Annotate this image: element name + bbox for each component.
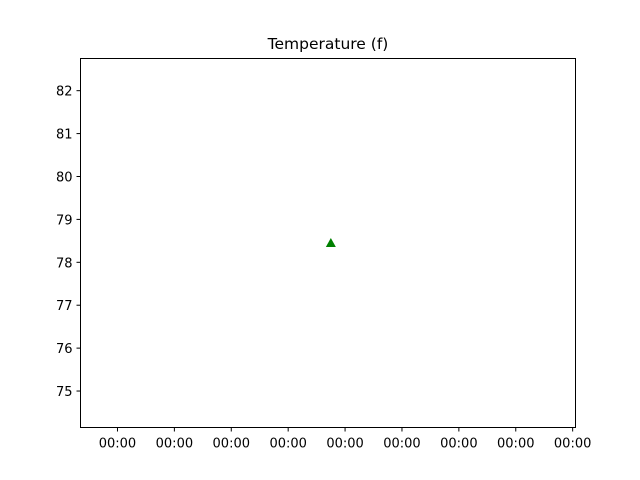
chart-title: Temperature (f) <box>267 35 389 53</box>
x-tick-label: 00:00 <box>383 437 420 452</box>
x-tick-label: 00:00 <box>213 437 250 452</box>
y-tick-label: 79 <box>56 213 73 228</box>
x-tick-label: 00:00 <box>326 437 363 452</box>
x-tick-label: 00:00 <box>440 437 477 452</box>
y-tick-label: 78 <box>56 256 73 271</box>
y-tick-label: 81 <box>56 128 73 143</box>
x-axis: 00:00 00:00 00:00 00:00 00:00 00:00 00:00 00:00… <box>99 427 591 452</box>
y-tick-label: 77 <box>56 299 73 314</box>
data-point-triangle <box>325 238 336 247</box>
x-tick-label: 00:00 <box>269 437 306 452</box>
x-tick-label: 00:00 <box>156 437 193 452</box>
x-tick-label: 00:00 <box>554 437 591 452</box>
y-axis: 75 76 77 78 79 80 81 82 <box>56 85 81 400</box>
plot-markers <box>325 238 336 247</box>
y-tick-label: 80 <box>56 170 73 185</box>
x-tick-label: 00:00 <box>99 437 136 452</box>
plot-frame <box>80 58 576 428</box>
x-tick-label: 00:00 <box>497 437 534 452</box>
y-tick-label: 82 <box>56 85 73 100</box>
y-tick-label: 75 <box>56 385 73 400</box>
y-tick-label: 76 <box>56 342 73 357</box>
